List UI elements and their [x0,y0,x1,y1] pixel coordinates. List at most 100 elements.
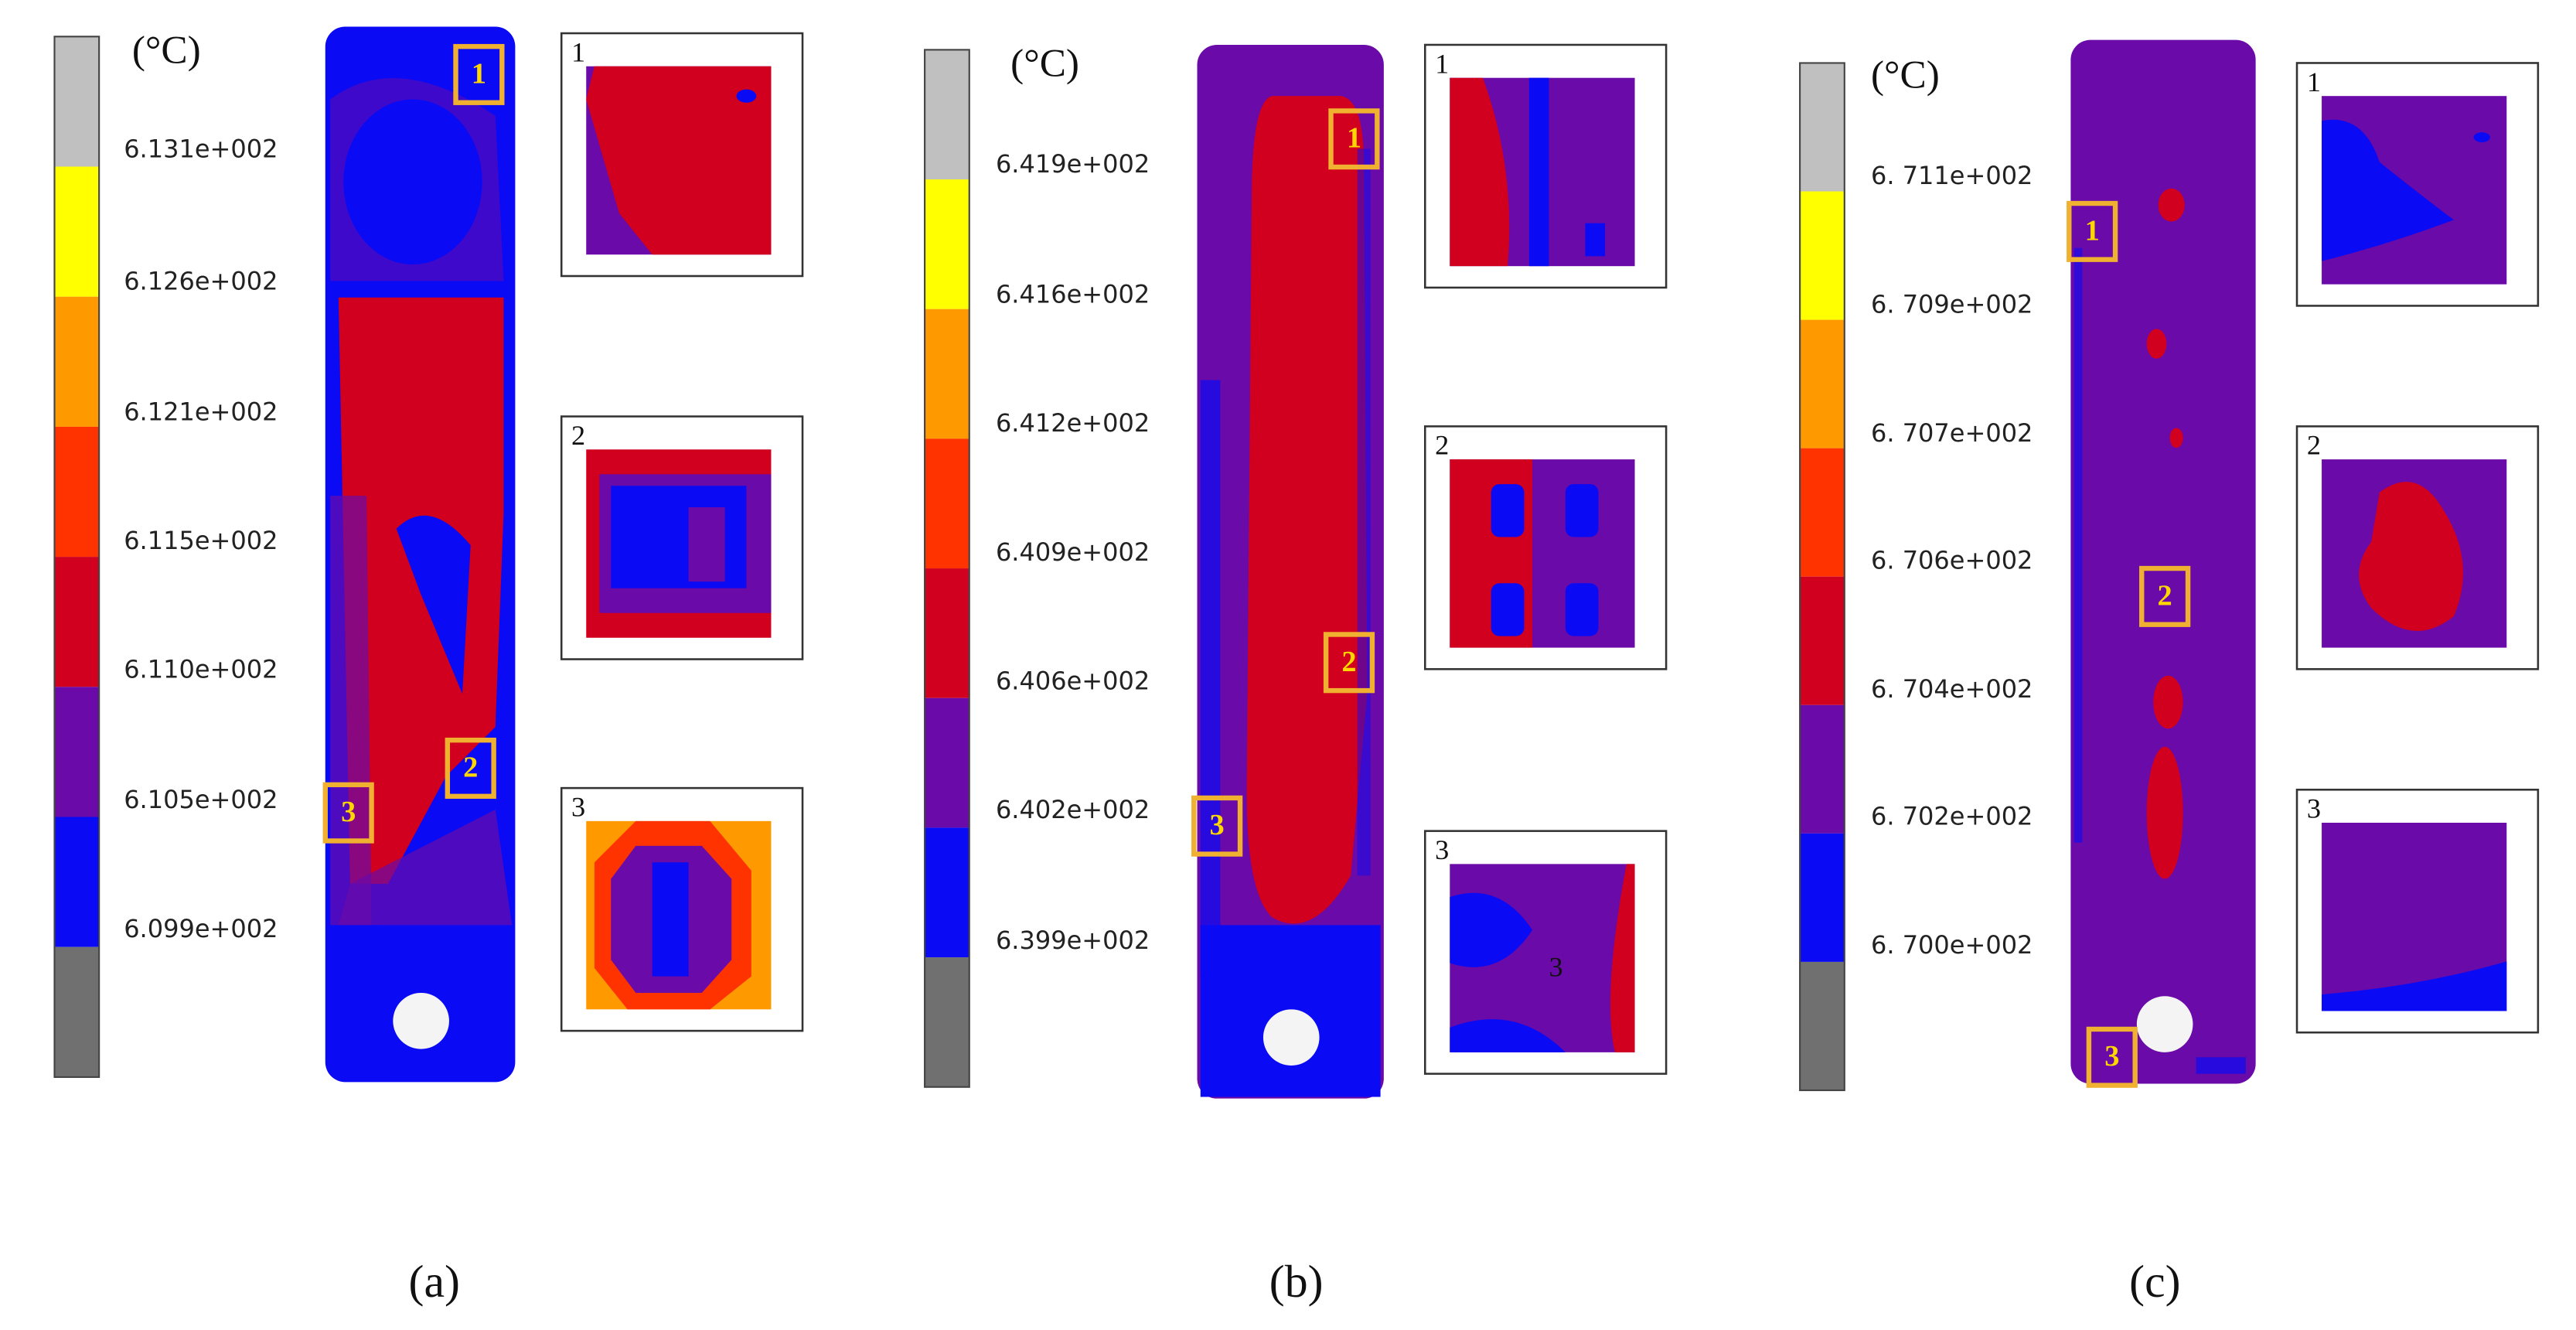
colorbar-segment [925,309,969,439]
marker-label: 1 [1347,122,1361,155]
colorbar-segment [1800,191,1845,320]
scale-label: 6. 706e+002 [1871,546,2033,575]
inset-label: 3 [571,791,585,822]
panel: 6.419e+002 6.416e+002 6.412e+002 6.409e+002… [924,42,1668,1307]
inset-label: 2 [2307,430,2321,461]
panel-caption: (c) [2129,1256,2180,1307]
contour [1565,583,1599,636]
scale-label: 6.416e+002 [996,280,1150,309]
colorbar-segment [1800,448,1845,577]
contour [2146,746,2183,879]
panel-caption: (a) [409,1256,460,1307]
contour [652,862,689,977]
marker-label: 3 [2104,1040,2119,1073]
bolt-hole [2136,996,2193,1052]
panel: 6. 711e+002 6. 709e+002 6. 707e+002 6. 706e… [1799,39,2540,1307]
colorbar-segment [925,697,969,828]
colorbar-segment [925,179,969,309]
colorbar-segment [1800,576,1845,705]
contour [1528,77,1549,267]
scale-label: 6.402e+002 [996,795,1150,824]
contour [396,515,471,694]
colorbar-segment [54,687,100,817]
contour [611,486,747,588]
contour [2473,132,2490,142]
contour [2359,482,2463,631]
scale-label: 6.121e+002 [124,397,278,426]
marker-label: 2 [2158,579,2172,612]
marker-box [1328,108,1380,170]
marker-label: 2 [1341,646,1356,678]
contour [2322,119,2454,261]
colorbar-frame [53,36,101,1078]
scale-label: 6.099e+002 [124,914,278,943]
marker-box [453,43,505,105]
colorbar-segment [54,817,100,947]
contour [330,496,372,926]
contour [2169,428,2183,448]
contour [1450,892,1533,967]
contour [2153,675,2183,729]
colorbar-segment [54,166,100,297]
marker-box [322,782,374,844]
scale-label: 6.126e+002 [124,267,278,296]
colorbar-frame [1799,62,1845,1092]
contour [1585,223,1606,257]
unit-label: (°C) [1871,53,1940,97]
contour [2322,961,2507,1011]
scale-label: 6.105e+002 [124,785,278,814]
scale-label: 6.412e+002 [996,408,1150,438]
marker-label: 3 [1210,809,1225,841]
colorbar-segment [925,568,969,698]
contour [2073,247,2083,843]
scale-label: 6.131e+002 [124,135,278,164]
inset-label: 2 [1435,430,1449,461]
colorbar-segment [54,296,100,427]
contour [688,507,725,582]
colorbar-segment [54,36,100,167]
scale-label: 6. 707e+002 [1871,418,2033,448]
inset-label: 3 [2307,793,2321,824]
unit-label: (°C) [132,28,201,72]
colorbar-segment [1800,63,1845,192]
colorbar-frame [924,49,970,1088]
colorbar-segment [1800,961,1845,1090]
colorbar-segment [54,946,100,1077]
contour [343,99,482,265]
scale-label: 6.419e+002 [996,149,1150,179]
marker-box [2067,200,2118,262]
contour [1491,484,1525,537]
inset-label: 1 [571,36,585,67]
scale-label: 6. 700e+002 [1871,930,2033,960]
scale-label: 6.115e+002 [124,526,278,555]
scale-label: 6. 704e+002 [1871,674,2033,704]
inset-label: 2 [571,420,585,451]
marker-box [2139,565,2191,627]
colorbar-segment [925,438,969,569]
plate [2070,39,2256,1084]
contour [2196,1057,2246,1074]
marker-label: 3 [341,796,356,828]
contour [586,66,772,255]
scale-label: 6. 709e+002 [1871,289,2033,319]
contour [2158,188,2185,222]
inset-label: 1 [2307,66,2321,97]
contour [1357,148,1371,876]
scale-label: 6. 711e+002 [1871,161,2033,190]
colorbar-segment [925,49,969,180]
marker-box [1191,795,1243,857]
scale-label: 6. 702e+002 [1871,802,2033,831]
contour [1565,484,1599,537]
colorbar-segment [1800,833,1845,962]
scale-label: 6.110e+002 [124,654,278,684]
contour [1200,380,1221,975]
colorbar-segment [925,827,969,958]
bolt-hole [1262,1009,1320,1066]
contour [1491,583,1525,636]
contour [1450,1019,1566,1052]
colorbar-segment [925,957,969,1087]
scale-label: 6.409e+002 [996,537,1150,567]
inset-label: 3 [1435,834,1449,865]
inset-note: 3 [1549,952,1562,983]
